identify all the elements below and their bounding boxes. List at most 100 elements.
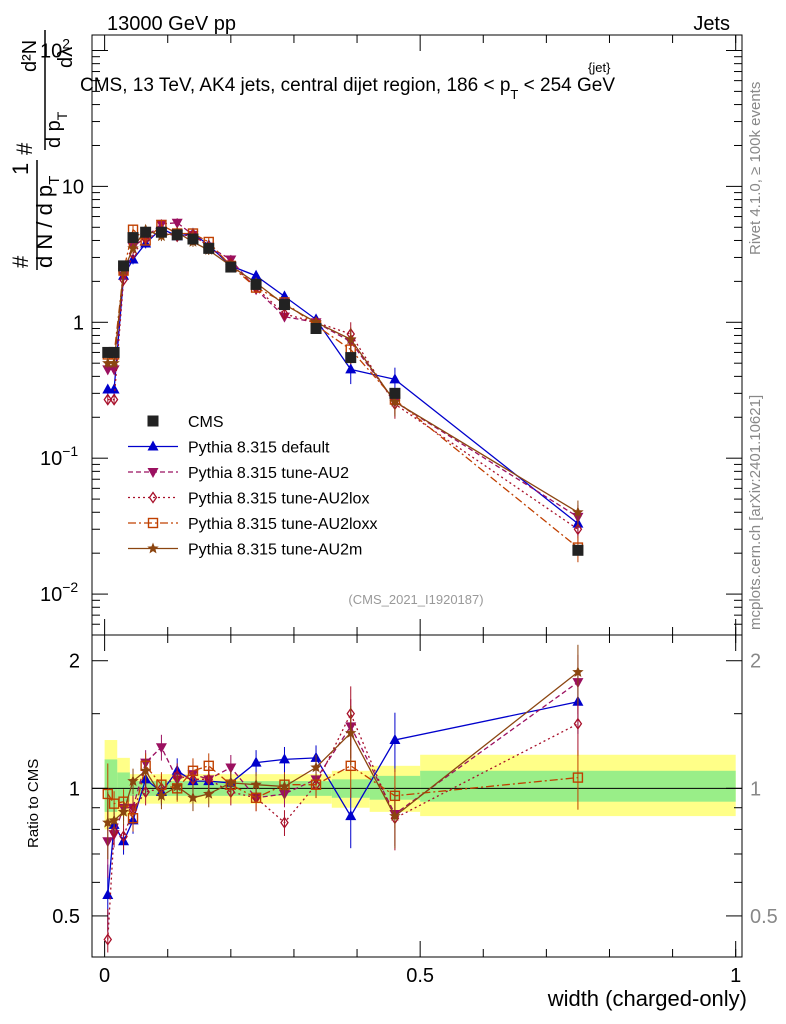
cms-point xyxy=(310,323,322,335)
header-left: 13000 GeV pp xyxy=(107,13,236,35)
legend-marker xyxy=(147,542,159,554)
ratio-point xyxy=(278,753,290,764)
ratio-point xyxy=(109,825,119,838)
ratio-point xyxy=(119,830,128,843)
ratio-point xyxy=(171,780,183,792)
main-series-group xyxy=(102,218,584,563)
data-point xyxy=(171,218,183,229)
data-point xyxy=(103,393,113,406)
ratio-point xyxy=(103,933,113,946)
ylabel-d2n: d²N xyxy=(19,40,41,72)
data-point xyxy=(573,523,583,536)
legend-label: Pythia 8.315 default xyxy=(188,440,330,457)
ratio-point xyxy=(250,756,262,767)
data-point xyxy=(127,242,139,254)
band-green-1 xyxy=(117,772,130,802)
ratio-point xyxy=(117,805,130,817)
legend-label: Pythia 8.315 tune-AU2loxx xyxy=(188,516,377,533)
ratio-series-group xyxy=(102,644,584,953)
data-point xyxy=(389,373,401,384)
series-line xyxy=(107,231,579,530)
cms-point xyxy=(171,229,183,241)
ratio-ylabel: Ratio to CMS xyxy=(25,759,42,848)
ylabel-one: 1 xyxy=(8,163,33,175)
ratio-point xyxy=(389,810,401,821)
mcplots-label: mcplots.cern.ch [arXiv:2401.10621] xyxy=(747,395,764,630)
cms-point xyxy=(278,299,290,311)
rivet-label: Rivet 4.1.0, ≥ 100k events xyxy=(747,82,764,255)
data-point xyxy=(109,393,119,406)
main-ytick-label: 10−1 xyxy=(40,443,78,470)
ratio-frame xyxy=(91,634,743,958)
ratio-point xyxy=(155,789,168,801)
ratio-point xyxy=(187,765,199,776)
ratio-ytick-label-right: 2 xyxy=(750,651,761,673)
ratio-point xyxy=(141,785,150,799)
legend-entry: Pythia 8.315 tune-AU2loxx xyxy=(128,516,377,533)
ratio-ytick-label: 1 xyxy=(69,778,80,800)
ratio-point xyxy=(108,814,120,826)
cms-point xyxy=(389,387,401,399)
ratio-point xyxy=(155,743,167,754)
ratio-point xyxy=(345,810,357,821)
legend-marker xyxy=(147,468,159,478)
legend-entry: Pythia 8.315 default xyxy=(128,440,330,457)
chart-title-sub: T xyxy=(510,87,518,102)
ratio-point xyxy=(102,889,114,900)
cms-point xyxy=(572,544,584,556)
data-point xyxy=(572,506,584,518)
legend-marker xyxy=(148,491,158,504)
data-point xyxy=(108,365,120,376)
ylabel-dn: d N / d pT xyxy=(32,176,63,268)
data-point xyxy=(250,269,262,280)
series-pythia-8-315-tune-au2loxx xyxy=(102,219,584,563)
ratio-point xyxy=(572,772,584,783)
ratio-line xyxy=(107,764,578,820)
main-ytick-label: 1 xyxy=(73,312,84,334)
ratio-point xyxy=(278,780,291,792)
legend-marker xyxy=(147,415,159,427)
ratio-point xyxy=(203,760,214,772)
main-ytick-label: 10 xyxy=(62,176,84,198)
legend-label: Pythia 8.315 tune-AU2lox xyxy=(188,491,369,508)
ratio-point xyxy=(225,763,237,774)
ylabel-dlambda: dλ xyxy=(55,47,77,68)
chart-title-sup: {jet} xyxy=(588,60,611,75)
ylabel-hash2: # xyxy=(12,142,37,155)
ratio-point xyxy=(345,727,357,738)
ratio-ytick-label: 2 xyxy=(69,651,80,673)
cms-point xyxy=(250,278,262,290)
legend: CMS Pythia 8.315 default Pythia 8.315 tune… xyxy=(128,414,377,559)
main-ytick-label: 10−2 xyxy=(40,579,78,606)
main-ylabel: # 1 d N / d pT # d²N d pT dλ xyxy=(8,30,77,270)
ratio-point xyxy=(127,775,139,786)
legend-entry: Pythia 8.315 tune-AU2lox xyxy=(128,491,369,508)
cms-point xyxy=(155,226,167,238)
ylabel-dpt: d pT xyxy=(43,111,70,148)
xtick-label: 1 xyxy=(730,965,741,987)
legend-label: Pythia 8.315 tune-AU2m xyxy=(188,542,362,559)
cms-point xyxy=(225,261,237,273)
legend-marker xyxy=(147,440,159,451)
data-point xyxy=(280,307,289,321)
data-point xyxy=(389,395,401,407)
ratio-line xyxy=(107,681,579,842)
xtick-label: 0.5 xyxy=(406,965,434,987)
ratio-point xyxy=(187,791,199,803)
x-axis-label: width (charged-only) xyxy=(547,986,747,1011)
data-point xyxy=(345,363,357,374)
cms-point xyxy=(127,232,139,244)
data-point xyxy=(108,357,120,369)
ratio-point xyxy=(280,816,289,829)
data-point xyxy=(119,273,128,287)
ratio-ytick-label: 0.5 xyxy=(52,906,80,928)
ratio-pythia-8-315-tune-au2m xyxy=(102,644,584,860)
ratio-line xyxy=(107,712,579,940)
legend-entry: CMS xyxy=(147,414,224,431)
ratio-ytick-label-right: 0.5 xyxy=(750,906,778,928)
cms-point xyxy=(345,352,357,364)
ratio-point xyxy=(203,787,215,799)
ratio-point xyxy=(389,734,401,745)
series-pythia-8-315-tune-au2 xyxy=(102,218,584,532)
ratio-point xyxy=(310,761,322,773)
